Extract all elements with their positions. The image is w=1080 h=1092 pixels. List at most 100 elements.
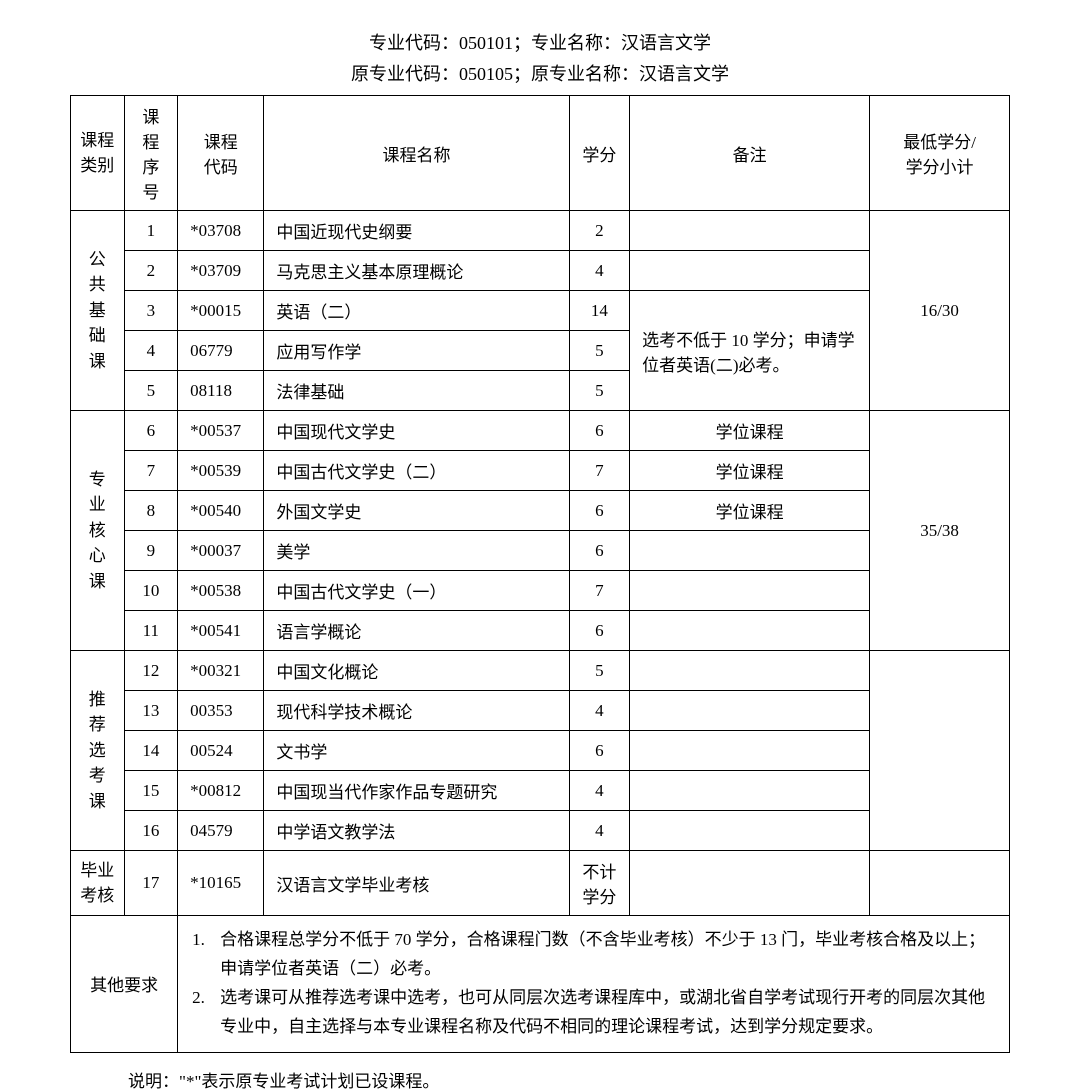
credit: 5 <box>569 651 630 691</box>
code: *00812 <box>178 771 264 811</box>
credit: 5 <box>569 331 630 371</box>
code: *03709 <box>178 251 264 291</box>
seq: 6 <box>124 411 178 451</box>
col-remark: 备注 <box>630 96 870 211</box>
col-credit: 学分 <box>569 96 630 211</box>
other-req-label: 其他要求 <box>71 916 178 1053</box>
min-credit <box>870 651 1010 851</box>
header-line-2: 原专业代码：050105；原专业名称：汉语言文学 <box>70 59 1010 90</box>
category-cell: 推荐选考课 <box>71 651 125 851</box>
code: 08118 <box>178 371 264 411</box>
remark <box>630 651 870 691</box>
credit: 6 <box>569 731 630 771</box>
credit: 7 <box>569 571 630 611</box>
seq: 9 <box>124 531 178 571</box>
remark: 学位课程 <box>630 411 870 451</box>
credit: 5 <box>569 371 630 411</box>
course-name: 应用写作学 <box>264 331 569 371</box>
remark: 学位课程 <box>630 451 870 491</box>
remark <box>630 531 870 571</box>
seq: 10 <box>124 571 178 611</box>
seq: 15 <box>124 771 178 811</box>
code: *00015 <box>178 291 264 331</box>
code: *00541 <box>178 611 264 651</box>
course-name: 中国古代文学史（一） <box>264 571 569 611</box>
col-min: 最低学分/学分小计 <box>870 96 1010 211</box>
code: 06779 <box>178 331 264 371</box>
remark <box>630 731 870 771</box>
remark <box>630 811 870 851</box>
min-credit <box>870 851 1010 916</box>
course-name: 现代科学技术概论 <box>264 691 569 731</box>
remark <box>630 771 870 811</box>
course-name: 中国古代文学史（二） <box>264 451 569 491</box>
code: *10165 <box>178 851 264 916</box>
remark <box>630 251 870 291</box>
col-seq: 课程序号 <box>124 96 178 211</box>
col-name: 课程名称 <box>264 96 569 211</box>
remark <box>630 691 870 731</box>
course-name: 美学 <box>264 531 569 571</box>
seq: 2 <box>124 251 178 291</box>
credit: 4 <box>569 811 630 851</box>
credit: 2 <box>569 211 630 251</box>
course-name: 英语（二） <box>264 291 569 331</box>
code: 04579 <box>178 811 264 851</box>
remark <box>630 611 870 651</box>
seq: 4 <box>124 331 178 371</box>
credit: 6 <box>569 611 630 651</box>
code: *00539 <box>178 451 264 491</box>
course-name: 中学语文教学法 <box>264 811 569 851</box>
course-name: 中国现当代作家作品专题研究 <box>264 771 569 811</box>
remark: 选考不低于 10 学分；申请学位者英语(二)必考。 <box>630 291 870 411</box>
col-category: 课程类别 <box>71 96 125 211</box>
credit: 6 <box>569 491 630 531</box>
category-cell: 专业核心课 <box>71 411 125 651</box>
seq: 3 <box>124 291 178 331</box>
remark: 学位课程 <box>630 491 870 531</box>
course-name: 中国现代文学史 <box>264 411 569 451</box>
code: 00353 <box>178 691 264 731</box>
seq: 17 <box>124 851 178 916</box>
code: *00537 <box>178 411 264 451</box>
credit: 4 <box>569 771 630 811</box>
remark <box>630 851 870 916</box>
seq: 1 <box>124 211 178 251</box>
course-name: 法律基础 <box>264 371 569 411</box>
seq: 7 <box>124 451 178 491</box>
code: *03708 <box>178 211 264 251</box>
header-line-1: 专业代码：050101；专业名称：汉语言文学 <box>70 28 1010 59</box>
seq: 12 <box>124 651 178 691</box>
code: *00540 <box>178 491 264 531</box>
category-final: 毕业考核 <box>71 851 125 916</box>
min-credit: 35/38 <box>870 411 1010 651</box>
col-code: 课程代码 <box>178 96 264 211</box>
seq: 11 <box>124 611 178 651</box>
course-name: 中国文化概论 <box>264 651 569 691</box>
credit: 不计学分 <box>569 851 630 916</box>
credit: 4 <box>569 251 630 291</box>
credit: 7 <box>569 451 630 491</box>
remark <box>630 211 870 251</box>
seq: 8 <box>124 491 178 531</box>
course-name: 马克思主义基本原理概论 <box>264 251 569 291</box>
min-credit: 16/30 <box>870 211 1010 411</box>
footer-note: 说明："*"表示原专业考试计划已设课程。 <box>70 1053 1010 1092</box>
code: *00538 <box>178 571 264 611</box>
seq: 5 <box>124 371 178 411</box>
credit: 4 <box>569 691 630 731</box>
seq: 16 <box>124 811 178 851</box>
course-name: 文书学 <box>264 731 569 771</box>
code: 00524 <box>178 731 264 771</box>
course-name: 汉语言文学毕业考核 <box>264 851 569 916</box>
credit: 6 <box>569 411 630 451</box>
category-cell: 公共基础课 <box>71 211 125 411</box>
seq: 13 <box>124 691 178 731</box>
course-table: 课程类别课程序号课程代码课程名称学分备注最低学分/学分小计公共基础课1*0370… <box>70 95 1010 1053</box>
credit: 6 <box>569 531 630 571</box>
course-name: 外国文学史 <box>264 491 569 531</box>
code: *00321 <box>178 651 264 691</box>
seq: 14 <box>124 731 178 771</box>
code: *00037 <box>178 531 264 571</box>
remark <box>630 571 870 611</box>
